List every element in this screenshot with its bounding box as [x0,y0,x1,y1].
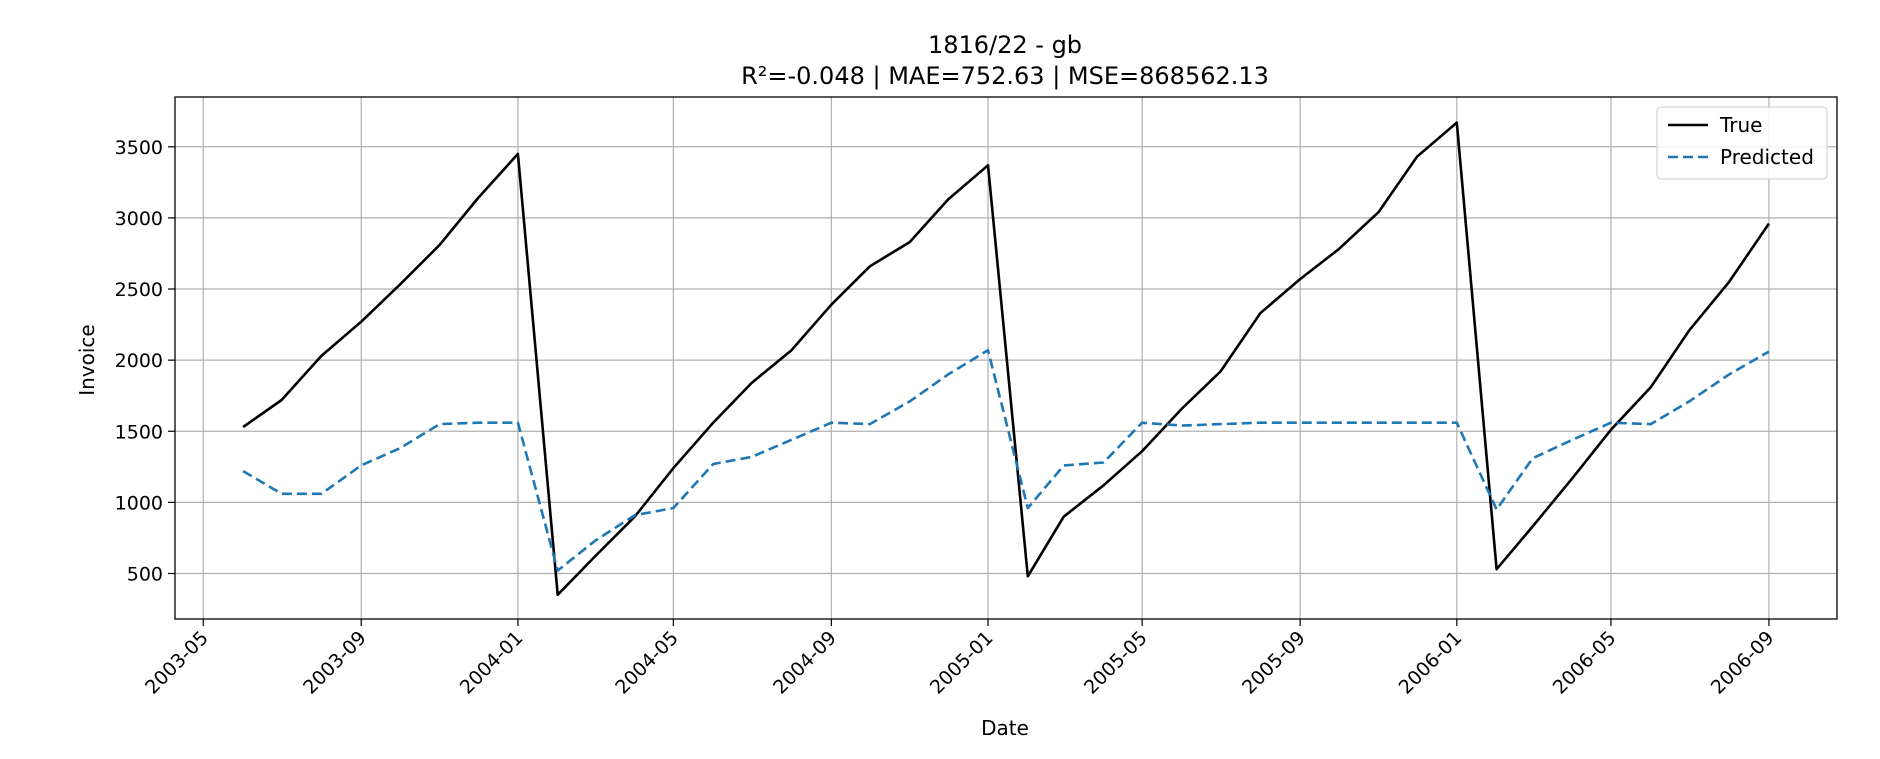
y-tick-label: 1500 [115,421,163,443]
plot-frame [174,96,1838,620]
chart-title: 1816/22 - gb [928,31,1082,59]
legend-label-predicted: Predicted [1720,145,1814,169]
axis-ticks: 500 1000 1500 2000 2500 3000 3500 2003-05 2003-0… [115,137,1779,699]
x-tick-label: 2004-09 [769,627,841,699]
x-axis-label: Date [981,716,1029,740]
x-tick-label: 2005-09 [1238,627,1310,699]
y-tick-label: 1000 [115,492,163,514]
x-tick-label: 2004-01 [456,627,528,699]
x-tick-label: 2005-05 [1080,627,1152,699]
y-tick-label: 2000 [115,350,163,372]
x-tick-label: 2005-01 [926,627,998,699]
y-tick-label: 500 [127,563,163,585]
y-axis-label: Invoice [75,324,99,396]
x-tick-label: 2003-05 [141,627,213,699]
series-layer [242,121,1770,597]
x-tick-label: 2006-09 [1707,627,1779,699]
y-tick-label: 2500 [115,279,163,301]
x-tick-label: 2004-05 [611,627,683,699]
x-tick-label: 2003-09 [299,627,371,699]
x-tick-label: 2006-05 [1549,627,1621,699]
grid [175,97,1837,619]
legend-label-true: True [1719,113,1762,137]
x-tick-label: 2006-01 [1395,627,1467,699]
series-line-true [242,121,1770,597]
chart-subtitle: R²=-0.048 | MAE=752.63 | MSE=868562.13 [741,62,1269,90]
y-tick-label: 3500 [115,137,163,159]
series-line-predicted [242,348,1770,572]
y-tick-label: 3000 [115,208,163,230]
legend: True Predicted [1656,106,1828,180]
